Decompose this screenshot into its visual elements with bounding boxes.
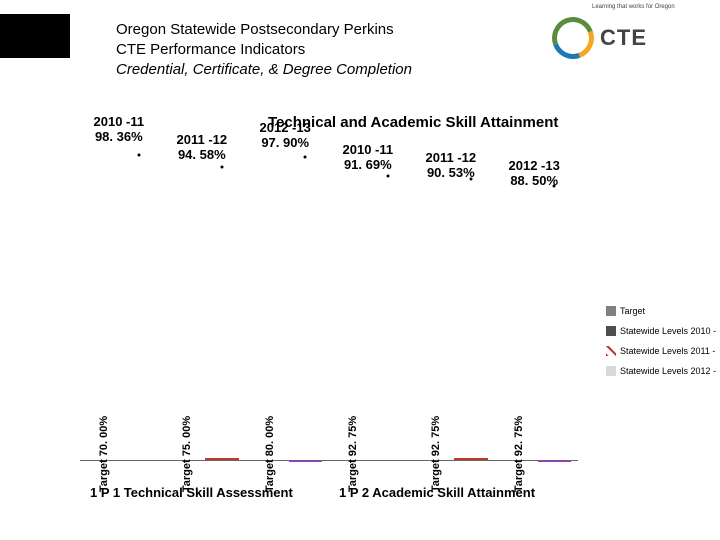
bar-group: Target 92. 75%Target 92. 75%Target 92. 7… — [329, 150, 578, 460]
title-line-3: Credential, Certificate, & Degree Comple… — [116, 60, 412, 80]
value-top-label: 2012 -1397. 90% — [260, 120, 311, 150]
bar-group: Target 70. 00%Target 75. 00%Target 80. 0… — [80, 150, 329, 460]
legend-row: Statewide Levels 2010 - — [606, 322, 716, 340]
legend-row: Statewide Levels 2012 - — [606, 362, 716, 380]
legend-swatch — [606, 366, 616, 376]
logo-text: CTE — [600, 25, 647, 51]
legend-swatch — [606, 346, 616, 356]
value-label: 98. 36% — [94, 129, 145, 144]
bar-pair: Target 75. 00% — [170, 458, 240, 460]
title-line-1: Oregon Statewide Postsecondary Perkins — [116, 20, 412, 40]
value-bar-overlay — [289, 460, 322, 462]
logo-ring-icon — [545, 10, 601, 66]
target-bar-label: Target 80. 00% — [264, 416, 276, 492]
legend-label: Statewide Levels 2010 - — [620, 322, 716, 340]
chart: Technical and Academic Skill Attainment … — [0, 100, 720, 540]
year-label: 2011 -12 — [177, 132, 228, 147]
logo-tagline: Learning that works for Oregon — [592, 4, 675, 10]
header-black-box — [0, 14, 70, 58]
year-label: 2010 -11 — [94, 114, 145, 129]
target-bar-label: Target 75. 00% — [181, 416, 193, 492]
value-bar — [205, 458, 239, 460]
cte-logo: Learning that works for Oregon CTE — [552, 6, 672, 70]
value-bar-overlay — [538, 460, 571, 462]
legend-row: Statewide Levels 2011 - — [606, 342, 716, 360]
legend-row: Target — [606, 302, 716, 320]
title-line-2: CTE Performance Indicators — [116, 40, 412, 60]
chart-title: Technical and Academic Skill Attainment — [268, 114, 558, 131]
target-bar-label: Target 92. 75% — [513, 416, 525, 492]
legend-swatch — [606, 306, 616, 316]
bar-pair: Target 92. 75% — [419, 458, 489, 460]
target-bar-label: Target 92. 75% — [430, 416, 442, 492]
legend-swatch — [606, 326, 616, 336]
header-titles: Oregon Statewide Postsecondary Perkins C… — [116, 20, 412, 80]
value-bar — [454, 458, 488, 460]
header: Oregon Statewide Postsecondary Perkins C… — [0, 0, 720, 100]
legend-label: Target — [620, 302, 645, 320]
target-bar-label: Target 92. 75% — [347, 416, 359, 492]
legend-label: Statewide Levels 2011 - — [620, 342, 715, 360]
value-label: 97. 90% — [260, 135, 311, 150]
legend: Target Statewide Levels 2010 - Statewide L… — [606, 300, 716, 382]
legend-label: Statewide Levels 2012 - — [620, 362, 716, 380]
year-label: 2012 -13 — [260, 120, 311, 135]
value-top-label: 2010 -1198. 36% — [94, 114, 145, 144]
plot-area: 2010 -1198. 36%2011 -1294. 58%2012 -1397… — [80, 150, 578, 461]
target-bar-label: Target 70. 00% — [98, 416, 110, 492]
